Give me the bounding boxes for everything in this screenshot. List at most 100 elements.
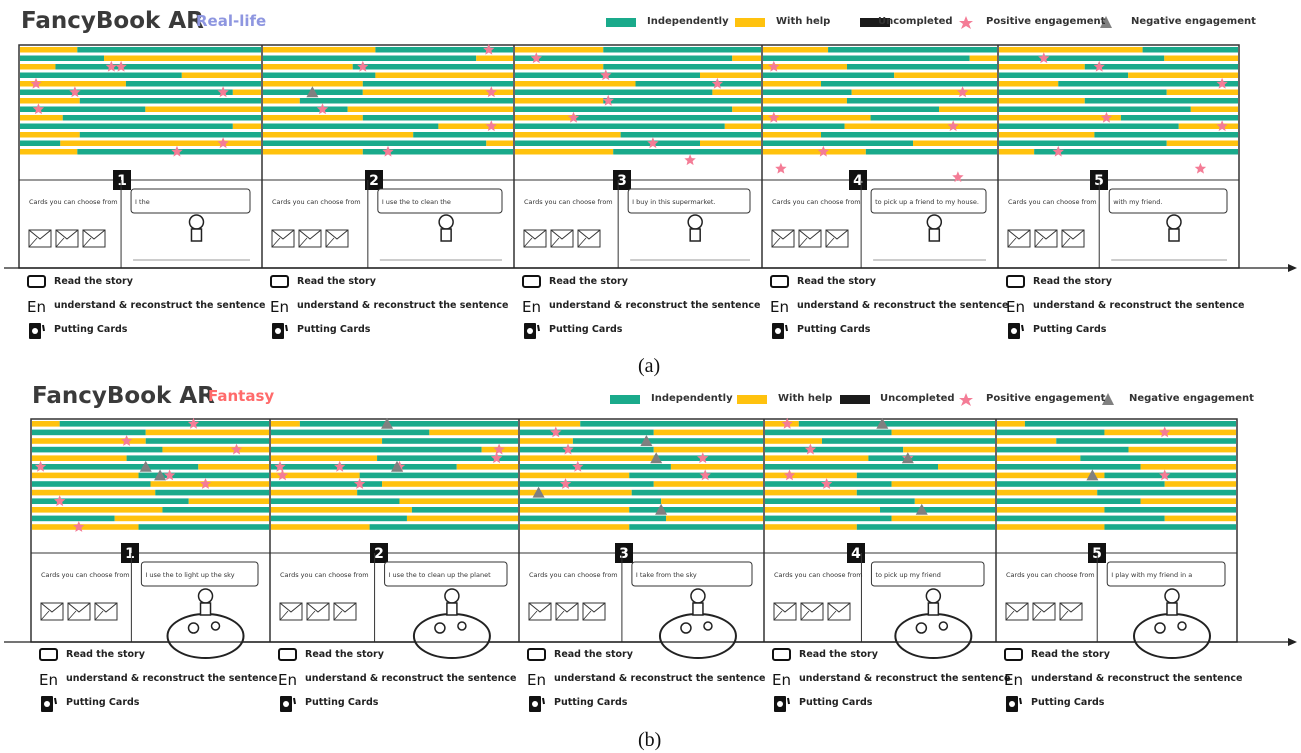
activity-label: Putting Cards	[554, 697, 628, 708]
independent-bar	[62, 115, 261, 121]
envelope-fold	[1032, 610, 1042, 621]
independent-bar	[271, 515, 407, 522]
independent-bar	[352, 64, 513, 70]
independent-bar	[765, 429, 892, 436]
envelope-fold	[298, 237, 308, 248]
independent-bar	[846, 64, 997, 70]
positive-engagement-star	[382, 145, 394, 157]
story-number-badge	[847, 543, 865, 563]
independent-bar	[77, 47, 261, 53]
help-bar	[263, 81, 363, 87]
positive-engagement-star	[559, 478, 572, 489]
independent-bar	[856, 472, 995, 479]
independent-bar	[375, 47, 513, 53]
envelope-flap	[1061, 229, 1085, 240]
activity-label: understand & reconstruct the sentence	[554, 673, 766, 684]
help-bar	[763, 81, 821, 87]
story-number-badge	[365, 170, 383, 190]
cat-body-icon	[446, 602, 458, 616]
positive-engagement-star	[1159, 469, 1171, 481]
independent-bar	[32, 481, 151, 487]
help-bar	[515, 132, 621, 138]
sentence-text: I use the to clean up the planet	[389, 571, 492, 579]
independent-bar	[572, 438, 763, 444]
phone-glyph	[278, 648, 297, 661]
negative-engagement-triangle	[901, 452, 914, 464]
cat-character-icon	[690, 588, 706, 604]
sentence-text: I use the to light up the sky	[145, 571, 234, 579]
envelope-fold	[550, 237, 560, 248]
crater-icon	[187, 622, 200, 634]
help-bar	[520, 507, 630, 513]
en-language-icon: En	[27, 298, 47, 316]
independent-bar	[155, 489, 269, 496]
independent-bar	[263, 123, 439, 129]
activity-label: understand & reconstruct the sentence	[54, 300, 266, 311]
help-bar	[1128, 72, 1238, 78]
help-bar	[104, 55, 261, 61]
independent-bar	[520, 498, 662, 504]
envelope-fold	[1007, 237, 1017, 248]
help-bar	[765, 455, 869, 461]
positive-engagement-star	[1038, 52, 1050, 64]
card-icon	[772, 695, 792, 712]
panel-a-title: FancyBook AR	[21, 8, 204, 34]
positive-engagement-star	[490, 452, 503, 464]
cat-body-icon	[692, 602, 704, 616]
help-bar	[20, 115, 63, 121]
card-icon	[522, 322, 542, 339]
help-bar	[429, 429, 518, 436]
independent-bar	[856, 489, 995, 496]
legend-a-symbols	[606, 16, 1112, 29]
planet-icon	[658, 613, 737, 659]
positive-engagement-star	[34, 460, 47, 472]
help-bar	[700, 72, 761, 78]
independent-bar	[603, 64, 761, 70]
negative-engagement-triangle	[390, 460, 403, 472]
independent-bar	[1024, 421, 1236, 427]
legend-uncompleted-label: Uncompleted	[878, 16, 953, 27]
independent-bar	[271, 498, 400, 504]
help-bar	[763, 132, 821, 138]
help-bar	[700, 140, 761, 146]
help-bar	[438, 123, 513, 129]
independent-bar	[520, 515, 666, 522]
help-bar	[347, 106, 513, 112]
independent-bar	[126, 455, 269, 461]
independent-bar	[635, 81, 761, 87]
en-language-icon: En	[278, 671, 298, 689]
envelope-fold	[325, 237, 335, 248]
crater-icon	[1154, 622, 1166, 634]
legend-b-symbols	[610, 393, 1114, 406]
independent-bar	[763, 89, 852, 95]
independent-bar	[765, 446, 904, 453]
independent-bar	[362, 115, 513, 121]
independent-bar	[377, 455, 518, 461]
independent-bar	[999, 123, 1179, 129]
positive-engagement-star	[73, 521, 85, 532]
help-bar	[724, 123, 761, 129]
envelope-flap	[94, 602, 118, 613]
help-bar	[515, 98, 604, 104]
help-bar	[188, 498, 269, 504]
independent-bar	[1084, 64, 1238, 70]
crater-icon	[915, 622, 928, 634]
independent-bar	[603, 47, 761, 53]
envelope-flap	[1034, 229, 1058, 240]
independent-bar	[520, 481, 654, 487]
envelope-fold	[94, 610, 104, 621]
en-glyph: En	[278, 671, 297, 689]
story-number-badge	[613, 170, 631, 190]
en-glyph: En	[770, 298, 789, 316]
cat-body-icon	[190, 228, 203, 242]
phone-icon	[522, 274, 542, 289]
positive-engagement-star	[647, 137, 659, 149]
help-bar	[263, 115, 363, 121]
positive-engagement-star	[699, 469, 711, 481]
independent-bar	[515, 106, 733, 112]
story-number-badge	[121, 543, 139, 563]
independent-bar	[631, 489, 763, 496]
sentence-text: I buy in this supermarket.	[632, 198, 715, 206]
activity-label: Putting Cards	[1031, 697, 1105, 708]
